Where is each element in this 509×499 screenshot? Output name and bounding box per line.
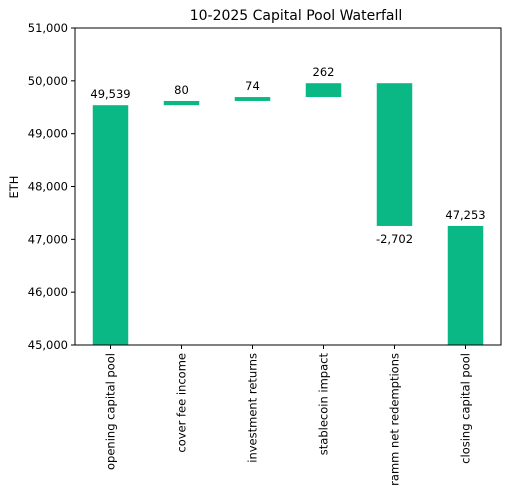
y-tick-label-1: 46,000 xyxy=(28,285,68,299)
bars-group xyxy=(92,83,484,345)
data-label-5: 47,253 xyxy=(445,208,485,222)
y-tick-label-2: 47,000 xyxy=(28,232,68,246)
y-tick-label-4: 49,000 xyxy=(28,127,68,141)
y-axis: 45,000 46,000 47,000 48,000 49,000 50,000 51,0… xyxy=(28,21,75,352)
x-tick-label-1: cover fee income xyxy=(175,353,189,453)
y-tick-label-3: 48,000 xyxy=(28,180,68,194)
y-tick-label-0: 45,000 xyxy=(28,338,68,352)
bar-4 xyxy=(376,83,413,226)
data-label-1: 80 xyxy=(174,83,189,97)
data-label-3: 262 xyxy=(313,65,335,79)
data-label-2: 74 xyxy=(245,79,260,93)
x-tick-label-0: opening capital pool xyxy=(104,353,118,470)
x-tick-label-5: closing capital pool xyxy=(459,353,473,464)
bar-0 xyxy=(92,105,129,345)
chart-title: 10-2025 Capital Pool Waterfall xyxy=(190,8,403,24)
bar-3 xyxy=(305,83,342,98)
x-tick-label-2: investment returns xyxy=(246,353,260,463)
data-label-0: 49,539 xyxy=(90,87,130,101)
y-axis-label: ETH xyxy=(7,176,21,199)
bar-1 xyxy=(163,100,200,106)
y-tick-label-5: 50,000 xyxy=(28,74,68,88)
bar-5 xyxy=(447,225,484,345)
data-label-4: -2,702 xyxy=(376,232,413,246)
bar-2 xyxy=(234,97,271,101)
plot-area-frame xyxy=(74,27,502,346)
data-labels-group: 49,539 80 74 262 -2,702 47,253 xyxy=(90,65,485,246)
y-tick-label-6: 51,000 xyxy=(28,21,68,35)
x-axis: opening capital pool cover fee income inve… xyxy=(104,345,473,486)
x-tick-label-4: ramm net redemptions xyxy=(388,353,402,486)
x-tick-label-3: stablecoin impact xyxy=(317,353,331,456)
